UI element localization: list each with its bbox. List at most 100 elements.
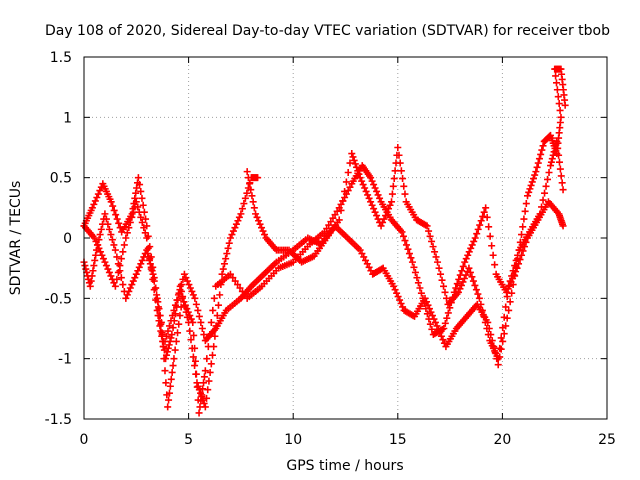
data-point-marker [163, 348, 171, 356]
data-point-marker [399, 232, 407, 240]
x-axis-label: GPS time / hours [286, 458, 403, 474]
data-point-marker [511, 262, 519, 270]
data-point-marker [373, 212, 381, 220]
y-tick-label: -1.5 [45, 412, 72, 428]
series-track-4 [243, 65, 569, 363]
data-point-marker [136, 181, 144, 189]
data-point-marker [252, 210, 260, 218]
data-point-marker [258, 224, 266, 232]
data-point-marker [531, 171, 539, 179]
data-point-marker [362, 187, 370, 195]
data-point-marker [183, 277, 191, 285]
data-point-marker [164, 344, 172, 352]
data-point-marker [499, 324, 507, 332]
data-point-marker [561, 101, 569, 109]
y-axis-label: SDTVAR / TECUs [8, 181, 24, 296]
data-point-marker [88, 204, 96, 212]
data-point-marker [156, 322, 164, 330]
data-point-marker [425, 305, 433, 313]
data-point-marker [225, 239, 233, 247]
data-point-marker [512, 256, 520, 264]
data-point-marker [165, 396, 173, 404]
data-point-marker [456, 285, 464, 293]
data-point-marker [515, 246, 523, 254]
data-point-marker [365, 194, 373, 202]
data-point-marker [247, 186, 255, 194]
data-point-marker [120, 241, 128, 249]
data-point-marker [171, 301, 179, 309]
data-point-marker [477, 217, 485, 225]
data-point-marker [237, 210, 245, 218]
data-point-marker [132, 270, 140, 278]
data-point-marker [383, 208, 391, 216]
data-point-marker [422, 298, 430, 306]
data-point-marker [197, 318, 205, 326]
data-point-marker [189, 353, 197, 361]
data-point-marker [178, 294, 186, 302]
data-point-marker [525, 188, 533, 196]
data-point-marker [509, 267, 517, 275]
data-point-marker [391, 167, 399, 175]
data-point-marker [125, 287, 133, 295]
data-point-marker [90, 200, 98, 208]
data-point-marker [519, 223, 527, 231]
data-point-marker [529, 175, 537, 183]
data-point-marker [195, 409, 203, 417]
data-point-marker [213, 312, 221, 320]
data-point-marker [198, 325, 206, 332]
data-point-marker [105, 268, 113, 276]
data-point-marker [114, 268, 122, 276]
data-point-marker [153, 306, 161, 314]
data-point-marker [424, 301, 432, 309]
data-point-marker [135, 263, 143, 271]
data-point-marker [176, 286, 184, 294]
x-tick-label: 15 [389, 432, 407, 448]
data-point-marker [131, 194, 139, 202]
data-point-marker [165, 322, 173, 330]
data-point-marker [223, 250, 231, 258]
data-point-marker [98, 251, 106, 259]
data-point-marker [391, 286, 399, 294]
data-point-marker [481, 318, 489, 326]
data-point-marker [480, 208, 488, 216]
data-point-marker [559, 222, 567, 230]
data-point-marker [368, 177, 376, 185]
data-point-marker [454, 288, 462, 296]
data-point-marker [240, 200, 248, 208]
data-point-marker [109, 202, 117, 210]
data-point-marker [455, 275, 463, 283]
data-point-marker [434, 258, 442, 266]
data-point-marker [183, 305, 191, 313]
data-point-marker [167, 375, 175, 383]
data-point-marker [138, 194, 146, 202]
data-point-marker [488, 242, 496, 250]
data-point-marker [253, 213, 261, 221]
data-point-marker [107, 231, 115, 239]
data-point-marker [87, 277, 95, 285]
data-point-marker [526, 185, 534, 193]
data-point-marker [394, 293, 402, 301]
data-point-marker [94, 190, 102, 198]
data-point-marker [547, 158, 555, 166]
data-point-marker [508, 272, 516, 280]
data-point-marker [171, 346, 179, 354]
data-point-marker [154, 312, 162, 320]
data-point-marker [184, 308, 192, 316]
data-point-marker [467, 244, 475, 252]
data-point-marker [371, 184, 379, 192]
data-point-marker [397, 167, 405, 175]
data-point-marker [494, 361, 502, 369]
data-point-marker [164, 327, 172, 335]
data-point-marker [123, 229, 131, 237]
data-point-marker [128, 281, 136, 289]
data-point-marker [499, 337, 507, 345]
data-point-marker [232, 220, 240, 228]
data-point-marker [135, 208, 143, 216]
data-point-marker [131, 274, 139, 282]
data-point-marker [82, 265, 90, 273]
data-point-marker [141, 229, 149, 237]
data-point-marker [506, 277, 514, 285]
data-point-marker [482, 204, 490, 212]
data-point-marker [167, 334, 175, 342]
y-tick-label: -1 [58, 352, 72, 368]
